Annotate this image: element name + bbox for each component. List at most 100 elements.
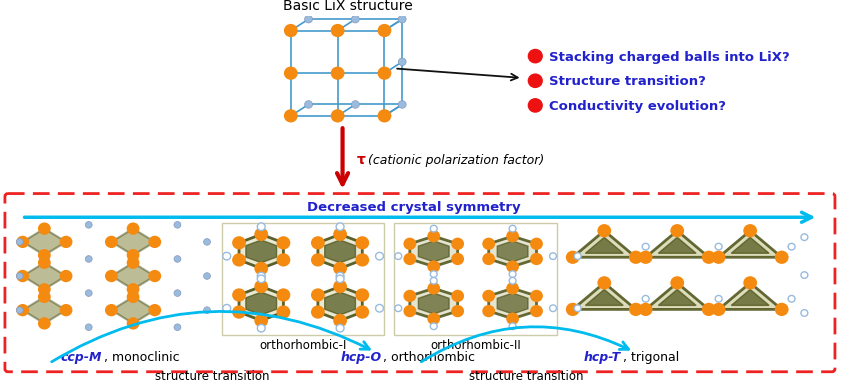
Polygon shape (659, 290, 696, 305)
Text: structure transition: structure transition (155, 370, 269, 383)
Circle shape (16, 236, 29, 248)
Circle shape (715, 295, 722, 302)
Circle shape (284, 67, 297, 80)
Circle shape (377, 109, 391, 122)
Circle shape (255, 228, 268, 241)
FancyArrowPatch shape (52, 311, 370, 362)
Circle shape (38, 291, 51, 303)
Circle shape (257, 325, 265, 332)
Circle shape (482, 238, 495, 250)
Circle shape (16, 307, 23, 313)
Polygon shape (585, 238, 623, 253)
Polygon shape (318, 234, 362, 268)
Circle shape (774, 303, 789, 316)
Polygon shape (325, 292, 355, 315)
Circle shape (550, 305, 556, 311)
Circle shape (331, 24, 344, 37)
Circle shape (255, 280, 268, 293)
Text: τ: τ (356, 153, 366, 167)
Circle shape (629, 303, 642, 316)
Circle shape (671, 276, 684, 290)
Circle shape (127, 256, 140, 269)
Circle shape (428, 282, 440, 295)
Circle shape (430, 278, 437, 284)
Circle shape (629, 251, 642, 264)
Polygon shape (718, 283, 782, 310)
Circle shape (38, 256, 51, 269)
Text: (cationic polarization factor): (cationic polarization factor) (365, 154, 544, 167)
Polygon shape (325, 240, 355, 263)
Circle shape (482, 305, 495, 317)
Circle shape (148, 304, 161, 316)
Circle shape (127, 223, 140, 235)
Circle shape (597, 276, 611, 290)
Circle shape (377, 67, 391, 80)
Polygon shape (318, 286, 362, 321)
Circle shape (788, 243, 795, 250)
Circle shape (394, 253, 401, 259)
Circle shape (232, 305, 246, 319)
Circle shape (430, 225, 437, 232)
Circle shape (404, 238, 417, 250)
Circle shape (566, 303, 579, 316)
Circle shape (232, 253, 246, 266)
Circle shape (38, 283, 51, 295)
Circle shape (428, 313, 440, 325)
Text: Decreased crystal symmetry: Decreased crystal symmetry (308, 201, 521, 214)
Polygon shape (410, 236, 458, 266)
Circle shape (639, 303, 653, 316)
Circle shape (305, 15, 313, 23)
Circle shape (574, 305, 581, 311)
Circle shape (452, 305, 464, 317)
Circle shape (311, 253, 325, 266)
FancyBboxPatch shape (394, 223, 557, 335)
Circle shape (277, 253, 291, 266)
Circle shape (16, 270, 29, 282)
Circle shape (530, 238, 543, 250)
Circle shape (671, 224, 684, 238)
FancyArrowPatch shape (421, 327, 629, 362)
Polygon shape (718, 231, 782, 257)
Circle shape (528, 99, 542, 112)
Circle shape (801, 310, 808, 316)
Circle shape (404, 253, 417, 265)
Circle shape (398, 15, 406, 23)
Circle shape (105, 304, 118, 316)
Text: orthorhombic-II: orthorhombic-II (430, 338, 521, 352)
Circle shape (355, 305, 369, 319)
Text: Conductivity evolution?: Conductivity evolution? (549, 100, 726, 113)
Polygon shape (573, 283, 636, 310)
Circle shape (284, 109, 297, 122)
Polygon shape (239, 286, 284, 321)
Polygon shape (112, 229, 155, 255)
Polygon shape (246, 240, 277, 263)
Circle shape (428, 260, 440, 273)
Circle shape (255, 262, 268, 275)
Polygon shape (646, 283, 709, 310)
Text: orthorhombic-I: orthorhombic-I (260, 338, 347, 352)
Circle shape (60, 236, 72, 248)
Circle shape (204, 273, 210, 280)
Circle shape (404, 305, 417, 317)
Circle shape (174, 256, 181, 262)
Circle shape (277, 288, 291, 301)
Circle shape (398, 100, 406, 108)
Polygon shape (418, 293, 449, 314)
Circle shape (148, 270, 161, 282)
Circle shape (60, 304, 72, 316)
Text: , trigonal: , trigonal (623, 351, 679, 364)
Circle shape (305, 100, 313, 108)
Circle shape (127, 317, 140, 330)
Circle shape (355, 236, 369, 249)
Circle shape (127, 249, 140, 261)
Circle shape (428, 230, 440, 243)
Circle shape (277, 236, 291, 249)
Circle shape (711, 303, 726, 316)
Circle shape (482, 253, 495, 265)
Circle shape (60, 270, 72, 282)
Circle shape (222, 305, 231, 312)
Circle shape (85, 324, 92, 331)
Polygon shape (23, 229, 66, 255)
Polygon shape (23, 263, 66, 289)
Circle shape (528, 74, 542, 87)
